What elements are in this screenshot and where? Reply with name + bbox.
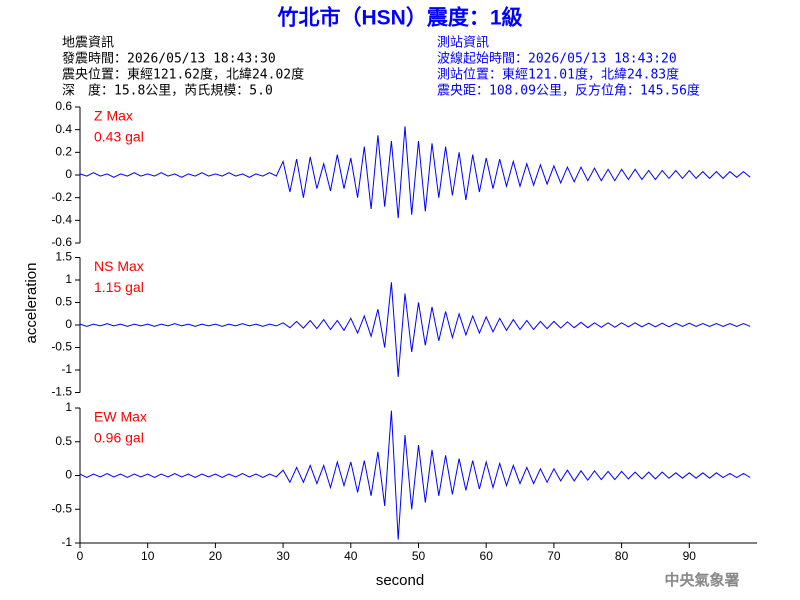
panel-label: Z Max (94, 108, 133, 124)
waveform (79, 410, 751, 540)
y-tick-label: 0.4 (55, 122, 72, 136)
panel-max: 0.43 gal (94, 129, 144, 145)
station-info: 測站位置：東經121.01度，北緯24.83度 (437, 67, 679, 83)
y-tick-label: 0.5 (55, 434, 72, 448)
y-tick-label: 0.2 (55, 145, 72, 159)
panel-label: EW Max (94, 409, 147, 425)
panel-label: NS Max (94, 258, 144, 274)
x-tick-label: 50 (412, 549, 426, 563)
chart-title: 竹北市（HSN）震度：1級 (276, 6, 522, 30)
event-info: 深 度：15.8公里，芮氏規模：5.0 (62, 83, 273, 99)
y-tick-label: -0.6 (51, 235, 72, 249)
x-tick-label: 70 (547, 549, 561, 563)
y-tick-label: 0 (65, 468, 72, 482)
y-tick-label: 0 (65, 167, 72, 181)
panel-max: 0.96 gal (94, 430, 144, 446)
x-axis-label: second (376, 572, 424, 589)
y-tick-label: -0.5 (51, 340, 72, 354)
y-tick-label: 1.5 (55, 250, 72, 264)
y-tick-label: 1 (65, 272, 72, 286)
y-tick-label: 0.5 (55, 295, 72, 309)
panel-max: 1.15 gal (94, 279, 144, 295)
y-tick-label: -1 (61, 535, 72, 549)
x-tick-label: 60 (480, 549, 494, 563)
footer: 中央氣象署 (664, 571, 739, 589)
event-info: 地震資訊 (62, 36, 114, 51)
x-tick-label: 40 (344, 549, 358, 563)
event-info: 發震時間：2026/05/13 18:43:30 (62, 52, 276, 67)
x-tick-label: 90 (683, 549, 697, 563)
y-tick-label: -0.2 (51, 190, 72, 204)
station-info: 波線起始時間：2026/05/13 18:43:20 (437, 51, 677, 67)
y-tick-label: -1 (61, 362, 72, 376)
x-tick-label: 20 (209, 549, 223, 563)
y-tick-label: 0.6 (55, 99, 72, 113)
x-tick-label: 10 (141, 549, 155, 563)
event-info: 震央位置：東經121.62度，北緯24.02度 (62, 67, 304, 83)
y-tick-label: -0.4 (51, 213, 72, 227)
y-tick-label: -0.5 (51, 501, 72, 515)
y-tick-label: 0 (65, 317, 72, 331)
y-tick-label: 1 (65, 400, 72, 414)
x-tick-label: 80 (615, 549, 629, 563)
waveform (79, 126, 751, 219)
y-tick-label: -1.5 (51, 385, 72, 399)
x-tick-label: 30 (276, 549, 290, 563)
station-info: 震央距：108.09公里，反方位角：145.56度 (437, 83, 700, 99)
y-axis-label: acceleration (23, 263, 40, 344)
station-info: 測站資訊 (437, 36, 489, 51)
waveform (79, 282, 751, 377)
x-tick-label: 0 (77, 549, 84, 563)
